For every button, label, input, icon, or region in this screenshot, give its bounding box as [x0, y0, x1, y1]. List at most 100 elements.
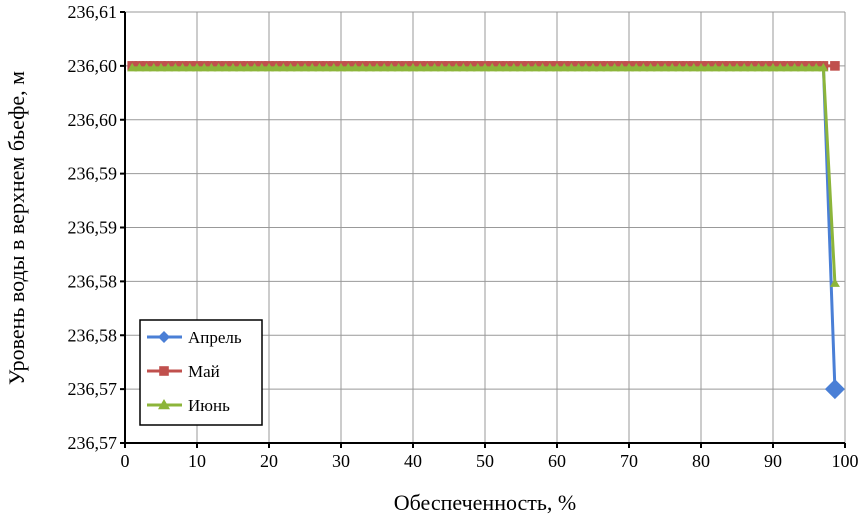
series-line [132, 66, 837, 284]
data-point [285, 62, 296, 72]
data-point [350, 62, 361, 72]
data-point [811, 62, 822, 72]
data-point [242, 62, 253, 72]
y-tick-label: 236,60 [68, 110, 118, 130]
data-point [422, 62, 433, 72]
x-tick-label: 10 [188, 451, 206, 471]
data-point [775, 62, 786, 72]
data-point [328, 62, 339, 72]
data-point [307, 62, 318, 72]
data-point [696, 62, 706, 72]
data-point [768, 62, 778, 72]
data-point [159, 366, 169, 376]
data-point [638, 62, 649, 72]
y-tick-label: 236,57 [68, 379, 118, 399]
data-point [782, 62, 793, 72]
data-point [559, 62, 570, 72]
data-point [739, 62, 750, 72]
y-tick-label: 236,58 [68, 271, 118, 291]
data-point [134, 62, 145, 72]
data-point [710, 62, 721, 72]
data-point [451, 62, 462, 72]
y-tick-label: 236,60 [68, 56, 118, 76]
data-point [789, 62, 800, 72]
data-point [271, 62, 282, 72]
x-tick-label: 40 [404, 451, 422, 471]
y-tick-label: 236,58 [68, 325, 118, 345]
data-point [746, 62, 757, 72]
data-point [127, 62, 138, 72]
data-point [213, 62, 224, 72]
data-point [292, 62, 303, 72]
data-point [645, 62, 656, 72]
data-point [206, 62, 217, 72]
y-tick-label: 236,61 [68, 2, 118, 22]
data-point [170, 62, 181, 72]
y-tick-label: 236,59 [68, 164, 118, 184]
data-point [688, 62, 699, 72]
data-point [829, 278, 840, 287]
data-point [465, 62, 476, 72]
data-point [220, 62, 231, 72]
data-point [163, 62, 174, 72]
data-point [472, 62, 483, 72]
data-point [609, 62, 620, 72]
legend: Апрель Май Июнь [139, 319, 263, 426]
data-point [393, 62, 404, 72]
x-tick-label: 60 [548, 451, 566, 471]
data-point [379, 62, 390, 72]
data-point [343, 62, 354, 72]
data-point [199, 62, 210, 72]
data-point [314, 62, 325, 72]
x-tick-label: 70 [620, 451, 638, 471]
data-point [256, 62, 267, 72]
data-point [386, 62, 397, 72]
data-point [681, 62, 692, 72]
data-point [321, 62, 332, 72]
data-point [357, 62, 368, 72]
data-point [141, 62, 152, 72]
x-axis-label: Обеспеченность, % [394, 490, 577, 515]
data-point [192, 62, 202, 72]
data-point [429, 62, 440, 72]
data-point [580, 62, 591, 72]
data-point [732, 62, 742, 72]
data-point [480, 62, 490, 72]
data-point [652, 62, 663, 72]
x-tick-label: 90 [764, 451, 782, 471]
data-point [703, 62, 714, 72]
data-point [667, 62, 678, 72]
data-point [158, 399, 170, 410]
data-point [264, 62, 274, 72]
data-point [501, 62, 512, 72]
data-point [624, 62, 634, 72]
x-tick-label: 0 [121, 451, 130, 471]
data-point [544, 62, 555, 72]
y-tick-label: 236,59 [68, 218, 118, 238]
data-point [300, 62, 310, 72]
data-point [530, 62, 541, 72]
data-point [616, 62, 627, 72]
data-point [760, 62, 771, 72]
data-point [537, 62, 548, 72]
data-point [830, 61, 840, 71]
data-point [724, 62, 735, 72]
data-point [372, 62, 382, 72]
data-point [631, 62, 642, 72]
data-point [824, 379, 845, 400]
y-axis-label: Уровень воды в верхнем бьефе, м [4, 71, 29, 385]
data-point [458, 62, 469, 72]
data-point [660, 62, 670, 72]
x-tick-label: 50 [476, 451, 494, 471]
data-point [595, 62, 606, 72]
data-point [573, 62, 584, 72]
data-point [177, 62, 188, 72]
data-point [415, 62, 426, 72]
x-tick-label: 80 [692, 451, 710, 471]
data-point [804, 62, 814, 72]
series-Июнь [127, 62, 840, 287]
data-point [602, 62, 613, 72]
data-point [158, 331, 170, 343]
